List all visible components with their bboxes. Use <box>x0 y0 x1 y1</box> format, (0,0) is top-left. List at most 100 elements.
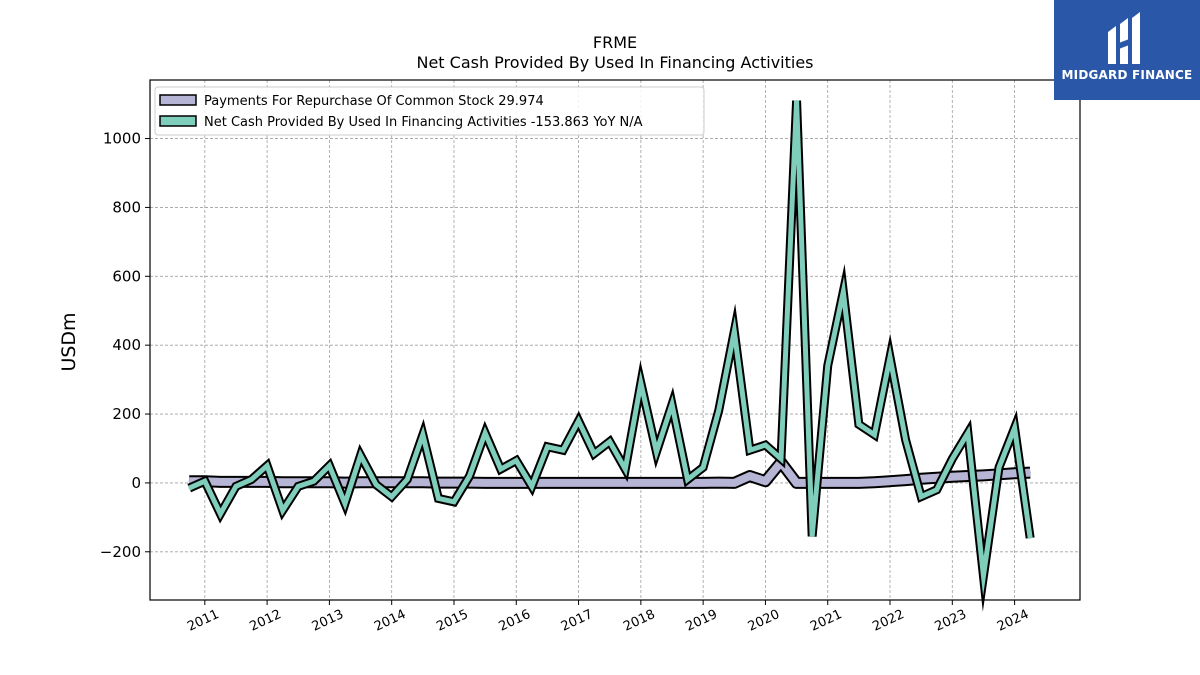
series-financing-point <box>826 365 829 367</box>
series-financing-point <box>624 468 627 470</box>
y-tick-label: 200 <box>112 405 141 423</box>
series-repurchase-point <box>515 482 518 484</box>
series-financing-point <box>780 458 782 460</box>
y-tick-label: 400 <box>112 336 141 354</box>
series-repurchase-point <box>1029 471 1031 474</box>
x-tick-label: 2013 <box>310 607 346 635</box>
series-financing-point <box>655 451 658 453</box>
series-financing-point <box>795 99 798 102</box>
x-axis: 2011 2012 2013 2014 2015 2016 2017 2018 2019 2020… <box>185 600 1031 635</box>
plot-frame <box>149 79 1081 601</box>
y-axis: −200 0 200 400 600 800 1000 <box>100 130 150 561</box>
series-financing-point <box>484 432 486 434</box>
y-tick-label: 800 <box>112 198 141 216</box>
x-tick-label: 2015 <box>434 607 470 635</box>
legend-label-financing: Net Cash Provided By Used In Financing A… <box>204 115 643 130</box>
series-financing-point <box>686 478 689 481</box>
x-tick-label: 2017 <box>559 607 595 635</box>
series-financing-point <box>873 433 876 436</box>
legend-label-repurchase: Payments For Repurchase Of Common Stock … <box>204 94 544 109</box>
series-repurchase-point <box>982 474 985 477</box>
series-financing-point <box>920 495 922 498</box>
series-financing-point <box>702 466 704 469</box>
brand-logo: MIDGARD FINANCE <box>1054 0 1200 100</box>
series-financing-point <box>842 290 845 293</box>
x-tick-label: 2020 <box>746 607 782 635</box>
chart-subtitle: Net Cash Provided By Used In Financing A… <box>416 53 813 72</box>
x-tick-label: 2021 <box>808 607 844 635</box>
series-repurchase-point <box>328 481 331 484</box>
x-tick-label: 2012 <box>247 607 283 635</box>
series-financing-point <box>608 440 611 443</box>
series-repurchase-point <box>655 482 658 484</box>
series-financing-point <box>515 459 518 462</box>
series-financing-point <box>717 409 720 412</box>
legend-swatch-financing <box>159 115 197 127</box>
series-repurchase-point <box>281 481 284 484</box>
x-tick-label: 2023 <box>933 607 969 635</box>
series-financing-point <box>281 509 284 512</box>
series-financing-point <box>998 466 1000 469</box>
series-repurchase-point <box>842 482 845 484</box>
series-financing-point <box>297 485 300 488</box>
y-tick-label: 600 <box>112 267 141 285</box>
series-financing-point <box>531 485 533 488</box>
series-financing-point <box>546 445 549 448</box>
y-tick-label: −200 <box>100 543 141 561</box>
series-repurchase-point <box>484 482 486 484</box>
series-repurchase-point <box>546 482 549 484</box>
y-axis-label: USDm <box>58 312 80 371</box>
series-repurchase-point <box>764 480 767 482</box>
grid <box>150 80 1080 600</box>
series-financing-point <box>375 483 377 486</box>
series-financing-point <box>904 439 907 441</box>
series-financing-point <box>764 444 767 446</box>
x-tick-label: 2014 <box>372 607 408 635</box>
series-financing-point <box>1029 537 1031 539</box>
series-financing-point <box>390 495 393 498</box>
series-repurchase-point <box>671 482 673 484</box>
series-financing-point <box>640 382 642 384</box>
y-tick-label: 0 <box>131 474 141 492</box>
series-financing-outline <box>187 100 1035 612</box>
series-financing-point <box>235 485 237 488</box>
chart-title: FRME <box>593 33 637 52</box>
x-tick-label: 2018 <box>621 607 657 635</box>
series-financing-point <box>951 458 954 460</box>
series-repurchase-point <box>749 475 751 477</box>
series-repurchase-point <box>640 482 642 484</box>
brand-name: MIDGARD FINANCE <box>1061 68 1193 82</box>
series-repurchase-point <box>344 481 346 484</box>
series-repurchase-point <box>1013 472 1016 475</box>
series-repurchase-point <box>266 481 268 483</box>
midgard-logo-icon <box>1108 12 1140 64</box>
series-repurchase-point <box>422 481 424 484</box>
series-financing-point <box>935 489 938 491</box>
series-repurchase-point <box>873 481 876 484</box>
series-repurchase-point <box>593 482 595 484</box>
series-line <box>187 99 1035 612</box>
series-financing-point <box>811 535 813 538</box>
series-financing-point <box>1013 427 1016 429</box>
series-financing-point <box>733 330 736 333</box>
series-financing-point <box>453 501 455 503</box>
series-repurchase-point <box>577 482 580 484</box>
legend-swatch-repurchase <box>159 94 197 106</box>
series-repurchase-point <box>624 482 627 484</box>
series-financing-point <box>499 468 502 470</box>
y-tick-label: 1000 <box>103 130 141 148</box>
series-financing-point <box>204 480 206 482</box>
series-financing-point <box>219 513 222 515</box>
series-repurchase-point <box>453 481 455 484</box>
series-financing-point <box>858 423 860 426</box>
legend-box <box>154 86 705 136</box>
series-financing-point <box>344 502 346 505</box>
series-repurchase-point <box>795 482 798 484</box>
series-financing-point <box>749 449 751 451</box>
series-financing-point <box>422 433 424 436</box>
series-financing-point <box>562 449 564 451</box>
series-repurchase-point <box>889 480 891 482</box>
series-financing-point <box>982 575 985 577</box>
series-financing-point <box>313 480 315 482</box>
